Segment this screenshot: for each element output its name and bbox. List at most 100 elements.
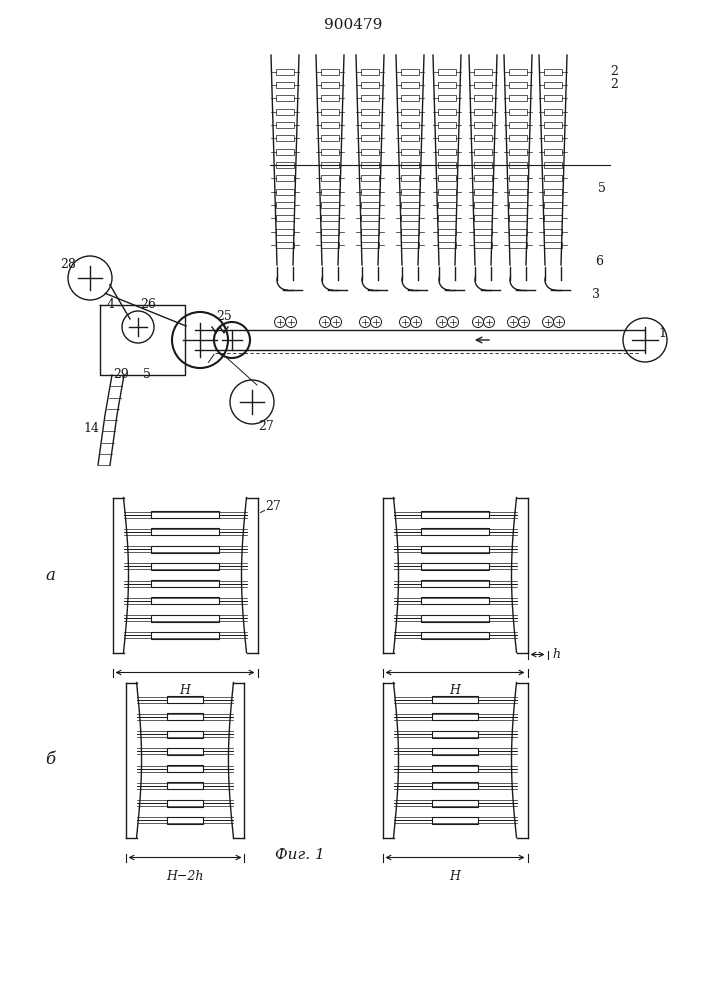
Bar bbox=[421, 615, 489, 622]
Bar bbox=[321, 69, 339, 75]
Bar bbox=[544, 109, 562, 115]
Bar bbox=[321, 82, 339, 88]
Bar bbox=[544, 149, 562, 155]
Bar bbox=[361, 242, 379, 248]
Text: 3: 3 bbox=[592, 288, 600, 301]
Bar bbox=[474, 215, 492, 221]
Bar bbox=[474, 189, 492, 195]
Bar bbox=[167, 782, 204, 789]
Bar bbox=[474, 109, 492, 115]
Text: 2: 2 bbox=[610, 65, 618, 78]
Bar bbox=[321, 162, 339, 168]
Text: 27: 27 bbox=[258, 420, 274, 433]
Bar bbox=[438, 82, 456, 88]
Bar bbox=[401, 175, 419, 181]
Bar bbox=[438, 229, 456, 235]
Bar bbox=[544, 69, 562, 75]
Text: Фиг. 1: Фиг. 1 bbox=[275, 848, 325, 862]
Bar bbox=[276, 162, 294, 168]
Bar bbox=[474, 82, 492, 88]
Bar bbox=[401, 82, 419, 88]
Bar bbox=[276, 82, 294, 88]
Bar bbox=[509, 202, 527, 208]
Bar bbox=[509, 162, 527, 168]
Bar bbox=[276, 242, 294, 248]
Bar bbox=[321, 215, 339, 221]
Text: 900479: 900479 bbox=[324, 18, 382, 32]
Text: 5: 5 bbox=[598, 182, 606, 195]
Bar bbox=[401, 202, 419, 208]
Bar bbox=[401, 109, 419, 115]
Bar bbox=[432, 800, 479, 807]
Bar bbox=[151, 580, 219, 587]
Bar bbox=[509, 242, 527, 248]
Bar bbox=[421, 546, 489, 553]
Bar bbox=[321, 135, 339, 141]
Bar bbox=[509, 122, 527, 128]
Bar bbox=[361, 95, 379, 101]
Bar bbox=[509, 175, 527, 181]
Bar bbox=[432, 713, 479, 720]
Text: H−2h: H−2h bbox=[166, 869, 204, 882]
Text: 29: 29 bbox=[113, 368, 129, 381]
Bar bbox=[276, 69, 294, 75]
Bar bbox=[167, 817, 204, 824]
Bar bbox=[401, 229, 419, 235]
Text: 26: 26 bbox=[140, 298, 156, 311]
Bar bbox=[276, 202, 294, 208]
Bar bbox=[361, 69, 379, 75]
Text: 6: 6 bbox=[595, 255, 603, 268]
Bar bbox=[438, 109, 456, 115]
Bar bbox=[509, 229, 527, 235]
Bar bbox=[474, 175, 492, 181]
Bar bbox=[321, 95, 339, 101]
Bar bbox=[438, 122, 456, 128]
Bar bbox=[544, 229, 562, 235]
Bar bbox=[276, 135, 294, 141]
Bar bbox=[151, 546, 219, 553]
Bar bbox=[438, 135, 456, 141]
Bar bbox=[438, 189, 456, 195]
Bar bbox=[361, 229, 379, 235]
Text: 4: 4 bbox=[107, 298, 115, 311]
Bar bbox=[361, 162, 379, 168]
Text: б: б bbox=[45, 752, 55, 768]
Text: 25: 25 bbox=[216, 310, 232, 323]
Bar bbox=[361, 175, 379, 181]
Bar bbox=[401, 149, 419, 155]
Bar bbox=[167, 696, 204, 703]
Bar bbox=[432, 748, 479, 755]
Bar bbox=[509, 149, 527, 155]
Bar bbox=[432, 696, 479, 703]
Bar bbox=[438, 175, 456, 181]
Bar bbox=[276, 109, 294, 115]
Bar bbox=[474, 122, 492, 128]
Bar bbox=[432, 782, 479, 789]
Bar bbox=[151, 632, 219, 639]
Text: 2: 2 bbox=[610, 78, 618, 91]
Bar bbox=[401, 162, 419, 168]
Text: 14: 14 bbox=[83, 422, 99, 435]
Bar bbox=[167, 765, 204, 772]
Bar bbox=[151, 563, 219, 570]
Bar bbox=[474, 135, 492, 141]
Bar bbox=[438, 162, 456, 168]
Bar bbox=[509, 109, 527, 115]
Bar bbox=[509, 215, 527, 221]
Bar bbox=[474, 149, 492, 155]
Bar bbox=[544, 162, 562, 168]
Bar bbox=[421, 580, 489, 587]
Bar bbox=[509, 69, 527, 75]
Bar bbox=[276, 149, 294, 155]
Bar bbox=[361, 122, 379, 128]
Bar bbox=[401, 135, 419, 141]
Bar bbox=[421, 563, 489, 570]
Bar bbox=[321, 229, 339, 235]
Bar bbox=[321, 189, 339, 195]
Bar bbox=[474, 202, 492, 208]
Bar bbox=[321, 242, 339, 248]
Bar bbox=[361, 202, 379, 208]
Bar bbox=[361, 109, 379, 115]
Bar bbox=[474, 242, 492, 248]
Bar bbox=[276, 229, 294, 235]
